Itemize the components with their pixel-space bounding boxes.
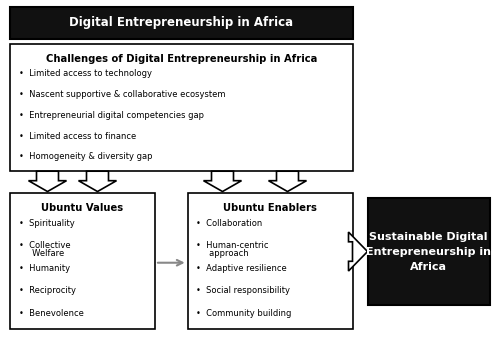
FancyBboxPatch shape [188,193,352,329]
FancyBboxPatch shape [368,198,490,305]
Text: Digital Entrepreneurship in Africa: Digital Entrepreneurship in Africa [69,16,294,29]
Text: Welfare: Welfare [19,248,64,258]
Text: Challenges of Digital Entrepreneurship in Africa: Challenges of Digital Entrepreneurship i… [46,54,317,63]
Polygon shape [348,232,368,271]
Text: •  Humanity: • Humanity [19,263,70,273]
Text: •  Nascent supportive & collaborative ecosystem: • Nascent supportive & collaborative eco… [19,90,226,99]
Text: •  Spirituality: • Spirituality [19,219,75,227]
Polygon shape [268,171,306,192]
Text: •  Limited access to technology: • Limited access to technology [19,69,152,78]
Text: •  Collective: • Collective [19,241,70,250]
Text: •  Limited access to finance: • Limited access to finance [19,132,136,141]
Polygon shape [78,171,116,192]
Text: approach: approach [196,248,249,258]
Text: •  Homogeneity & diversity gap: • Homogeneity & diversity gap [19,153,152,161]
Polygon shape [204,171,242,192]
Text: •  Human-centric: • Human-centric [196,241,269,250]
Text: •  Adaptive resilience: • Adaptive resilience [196,263,287,273]
FancyBboxPatch shape [10,7,352,39]
Text: •  Benevolence: • Benevolence [19,308,84,318]
Text: •  Social responsibility: • Social responsibility [196,286,290,295]
Text: Ubuntu Enablers: Ubuntu Enablers [223,203,317,213]
FancyBboxPatch shape [10,193,155,329]
FancyBboxPatch shape [10,44,352,171]
Text: •  Collaboration: • Collaboration [196,219,263,227]
Text: Ubuntu Values: Ubuntu Values [42,203,123,213]
Polygon shape [28,171,66,192]
Text: •  Reciprocity: • Reciprocity [19,286,76,295]
Text: •  Community building: • Community building [196,308,292,318]
Text: Sustainable Digital
Entrepreneurship in
Africa: Sustainable Digital Entrepreneurship in … [366,232,491,272]
Text: •  Entrepreneurial digital competencies gap: • Entrepreneurial digital competencies g… [19,111,204,120]
